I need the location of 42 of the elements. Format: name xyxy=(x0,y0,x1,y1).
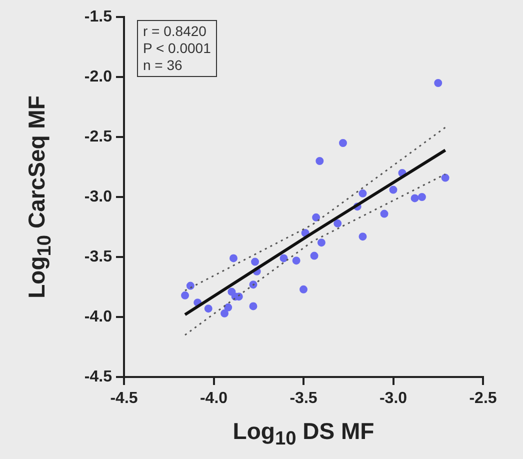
x-tick-label: -3.0 xyxy=(379,390,408,408)
y-tick-label: -3.0 xyxy=(84,188,112,206)
point xyxy=(334,219,342,228)
annotation: P < 0.0001 xyxy=(143,40,211,57)
point xyxy=(410,194,419,202)
x-tick-label: -2.5 xyxy=(469,390,497,408)
point xyxy=(434,79,442,87)
point xyxy=(181,291,190,300)
point xyxy=(316,157,324,165)
y-tick-label: -1.5 xyxy=(84,8,112,26)
y-tick-label: -2.0 xyxy=(84,68,112,86)
point xyxy=(300,285,308,294)
x-axis-title: Log$_{10}$ DS MF xyxy=(232,418,376,451)
point xyxy=(220,309,229,318)
point xyxy=(251,258,260,266)
y-tick-label: -4.5 xyxy=(84,368,112,386)
x-tick-label: -4.5 xyxy=(110,390,138,408)
annotation: n = 36 xyxy=(143,57,184,74)
point xyxy=(418,193,426,201)
point xyxy=(317,238,326,247)
point xyxy=(186,282,194,290)
point xyxy=(204,304,212,313)
point xyxy=(358,232,367,241)
point xyxy=(310,252,318,260)
point xyxy=(280,254,288,262)
annotation: r = 0.8420 xyxy=(143,23,208,40)
point xyxy=(312,213,320,222)
y-tick-label: -4.0 xyxy=(84,308,112,326)
point xyxy=(292,256,300,265)
point xyxy=(380,210,388,218)
point xyxy=(338,139,347,147)
x-tick-label: -3.5 xyxy=(290,390,318,408)
point xyxy=(249,280,258,289)
y-tick-label: -3.5 xyxy=(84,248,112,266)
x-tick-label: -4.0 xyxy=(200,390,228,408)
point xyxy=(229,254,238,262)
point xyxy=(358,189,367,198)
point xyxy=(249,302,258,310)
point xyxy=(389,186,398,194)
y-tick-label: -2.5 xyxy=(84,128,112,146)
point xyxy=(224,303,232,312)
point xyxy=(441,174,450,182)
